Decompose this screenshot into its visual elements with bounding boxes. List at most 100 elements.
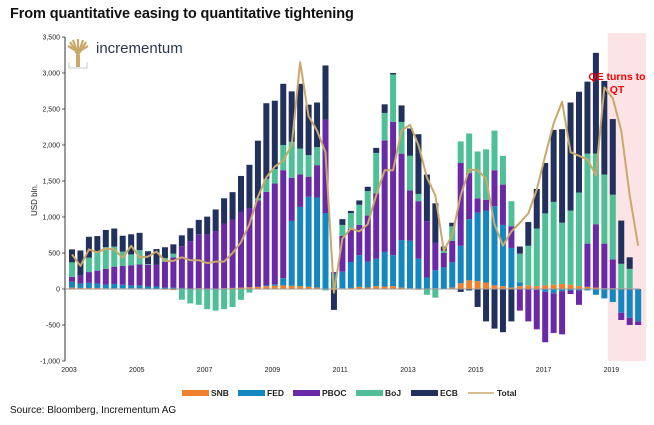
bar-pboc	[238, 211, 244, 288]
bar-snb	[364, 287, 371, 289]
bar-ecb	[145, 251, 152, 265]
bar-boj	[85, 257, 92, 273]
bar-pboc	[195, 234, 202, 289]
bar-boj	[288, 141, 295, 178]
total-line	[71, 61, 640, 294]
bar-boj	[246, 289, 253, 293]
bar-ecb	[322, 65, 329, 120]
bar-boj	[601, 174, 608, 244]
bar-ecb	[314, 102, 321, 148]
legend-swatch-pboc	[293, 390, 320, 396]
bar-boj	[373, 152, 380, 194]
logo: incrementum	[67, 39, 183, 69]
bar-pboc	[271, 183, 278, 285]
bar-pboc	[221, 223, 228, 289]
bar-boj	[432, 289, 439, 298]
x-tick-label: 2015	[468, 367, 484, 374]
bar-pboc	[626, 317, 633, 325]
bar-pboc	[330, 272, 337, 274]
bar-ecb	[195, 219, 202, 235]
bar-ecb	[432, 203, 439, 243]
bar-ecb	[474, 289, 481, 307]
bar-snb	[373, 286, 380, 289]
bar-fed	[440, 267, 447, 289]
bar-fed	[432, 270, 439, 289]
bar-fed	[94, 283, 101, 288]
bar-snb	[466, 280, 473, 289]
bar-pboc	[584, 243, 591, 287]
bar-snb	[542, 285, 549, 289]
bar-ecb	[601, 80, 608, 175]
bar-ecb	[356, 200, 363, 205]
bar-ecb	[516, 246, 523, 254]
bar-fed	[576, 289, 582, 291]
bar-pboc	[102, 268, 109, 285]
bar-pboc	[254, 200, 261, 287]
bar-snb	[474, 281, 481, 289]
bar-fed	[466, 219, 473, 281]
y-tick-label: 1,000	[42, 215, 60, 222]
bar-snb	[246, 287, 253, 289]
bar-pboc	[609, 259, 616, 289]
x-tick-label: 2017	[536, 367, 552, 374]
bar-snb	[449, 287, 456, 289]
legend-swatch-ecb	[411, 390, 438, 396]
bar-pboc	[440, 253, 447, 268]
chart: -1,000 -500 0 500 1,000 1,500 2,000 2,500 3,000 3…	[30, 33, 647, 398]
bar-boj	[339, 224, 346, 236]
bar-snb	[254, 286, 261, 289]
bar-fed	[423, 277, 430, 289]
bar-fed	[136, 285, 143, 289]
bar-boj	[466, 133, 473, 174]
bar-ecb	[339, 219, 346, 225]
bar-pboc	[136, 264, 143, 286]
legend-label-total: Total	[497, 388, 517, 398]
bar-pboc	[542, 291, 549, 343]
bar-boj	[271, 169, 278, 184]
bar-ecb	[254, 140, 261, 199]
bar-pboc	[432, 242, 439, 271]
bar-pboc	[592, 224, 599, 288]
bar-snb	[525, 285, 532, 289]
bar-fed	[550, 289, 557, 294]
bar-ecb	[499, 289, 506, 333]
bar-pboc	[415, 201, 422, 259]
bar-pboc	[187, 241, 194, 289]
bar-snb	[297, 286, 304, 289]
bar-pboc	[288, 177, 295, 221]
y-tick-label: 2,000	[42, 143, 60, 150]
bar-pboc	[618, 312, 625, 320]
bar-boj	[102, 247, 109, 269]
bar-ecb	[533, 188, 540, 229]
y-tick-label: 500	[48, 251, 60, 258]
bar-boj	[609, 194, 616, 260]
bar-snb	[533, 286, 540, 289]
bar-fed	[390, 255, 397, 287]
bar-pboc	[69, 276, 75, 282]
total-line-layer	[71, 61, 640, 294]
bar-ecb	[305, 104, 312, 156]
bar-pboc	[119, 265, 126, 285]
bar-fed	[542, 289, 549, 292]
bar-pboc	[145, 264, 152, 287]
bar-fed	[364, 261, 371, 288]
bar-pboc	[390, 121, 397, 256]
bar-snb	[85, 287, 92, 289]
bar-pboc	[423, 221, 430, 278]
bar-boj	[508, 201, 515, 227]
bar-ecb	[550, 129, 557, 202]
source-note: Source: Bloomberg, Incrementum AG	[10, 405, 177, 416]
bar-pboc	[170, 257, 177, 288]
bar-fed	[102, 284, 109, 289]
bar-pboc	[559, 291, 566, 335]
bar-ecb	[229, 192, 236, 220]
bar-pboc	[364, 215, 371, 262]
bar-snb	[305, 286, 312, 289]
bar-boj	[474, 151, 481, 199]
bar-pboc	[491, 170, 498, 207]
bar-pboc	[516, 289, 523, 311]
bar-fed	[407, 240, 413, 289]
bar-pboc	[305, 176, 312, 197]
bar-pboc	[398, 153, 405, 241]
bar-fed	[305, 196, 312, 287]
